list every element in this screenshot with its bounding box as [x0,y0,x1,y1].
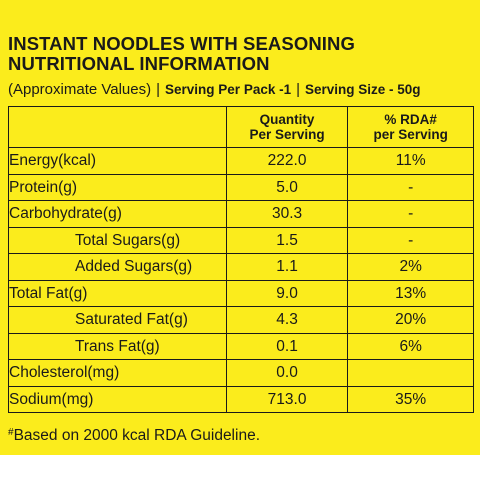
nutrition-table: Quantity Per Serving % RDA# per Serving … [8,106,474,413]
nutrient-rda: 35% [347,385,474,413]
nutrient-name: Energy(kcal) [8,147,227,175]
approximate-values-label: (Approximate Values) [8,81,152,98]
header-nutrient [8,106,227,148]
nutrient-rda: 2% [347,253,474,281]
nutrient-rda: 11% [347,147,474,175]
nutrient-rda: 13% [347,279,474,307]
header-rda-line-1: % RDA# [384,112,437,127]
serving-info: (Approximate Values) | Serving Per Pack -1… [8,81,474,99]
table-row: Energy(kcal) 222.0 11% [8,147,474,175]
nutrient-quantity: 1.5 [225,226,349,254]
header-rda: % RDA# per Serving [347,106,474,148]
table-header-row: Quantity Per Serving % RDA# per Serving [8,106,474,148]
nutrient-quantity: 0.1 [225,332,349,360]
table-row: Protein(g) 5.0 - [8,173,474,201]
table-row: Added Sugars(g) 1.1 2% [8,253,474,281]
serving-size-label: Serving Size - 50g [305,82,421,97]
table-row: Total Fat(g) 9.0 13% [8,279,474,307]
separator: | [296,81,301,98]
header-rda-line-2: per Serving [373,127,448,142]
header-quantity: Quantity Per Serving [225,106,349,148]
nutrient-name: Total Sugars(g) [8,226,227,254]
table-row: Trans Fat(g) 0.1 6% [8,332,474,360]
table-row: Carbohydrate(g) 30.3 - [8,200,474,228]
table-row: Saturated Fat(g) 4.3 20% [8,306,474,334]
nutrient-quantity: 4.3 [225,306,349,334]
nutrient-quantity: 1.1 [225,253,349,281]
nutrient-quantity: 5.0 [225,173,349,201]
footnote-text: Based on 2000 kcal RDA Guideline. [13,427,260,444]
nutrient-rda: - [347,200,474,228]
footnote-mark: # [8,427,14,438]
nutrient-quantity: 0.0 [225,359,349,387]
nutrient-name: Carbohydrate(g) [8,200,227,228]
nutrient-name: Saturated Fat(g) [8,306,227,334]
nutrient-rda: - [347,173,474,201]
nutrient-rda [347,359,474,387]
nutrient-name: Sodium(mg) [8,385,227,413]
table-row: Cholesterol(mg) 0.0 [8,359,474,387]
title-line-1: INSTANT NOODLES WITH SEASONING [8,33,355,54]
table-row: Sodium(mg) 713.0 35% [8,385,474,413]
nutrient-quantity: 713.0 [225,385,349,413]
nutrient-name: Added Sugars(g) [8,253,227,281]
nutrient-name: Protein(g) [8,173,227,201]
nutrient-name: Cholesterol(mg) [8,359,227,387]
nutrient-rda: - [347,226,474,254]
separator: | [156,81,161,98]
title-line-2: NUTRITIONAL INFORMATION [8,53,270,74]
header-quantity-line-1: Quantity [259,112,315,127]
nutrition-panel: INSTANT NOODLES WITH SEASONING NUTRITION… [0,0,480,455]
page-title: INSTANT NOODLES WITH SEASONING NUTRITION… [8,34,355,74]
nutrient-quantity: 222.0 [225,147,349,175]
table-row: Total Sugars(g) 1.5 - [8,226,474,254]
header-quantity-line-2: Per Serving [249,127,325,142]
nutrient-quantity: 30.3 [225,200,349,228]
nutrient-name: Trans Fat(g) [8,332,227,360]
nutrient-rda: 6% [347,332,474,360]
nutrient-quantity: 9.0 [225,279,349,307]
nutrient-rda: 20% [347,306,474,334]
serving-per-pack-label: Serving Per Pack -1 [165,82,292,97]
footnote: #Based on 2000 kcal RDA Guideline. [8,424,260,445]
nutrient-name: Total Fat(g) [8,279,227,307]
